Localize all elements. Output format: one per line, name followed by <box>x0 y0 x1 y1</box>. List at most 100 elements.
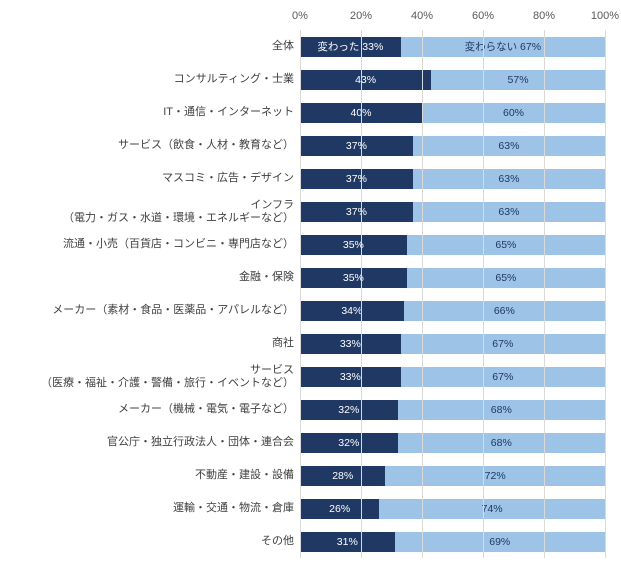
bar-segment-unchanged: 68% <box>398 433 605 453</box>
bar-value-label: 68% <box>491 404 512 416</box>
bar-value-label: 32% <box>338 437 359 449</box>
chart-row: IT・通信・インターネット40%60% <box>10 96 611 129</box>
chart-row: メーカー（機械・電気・電子など） 32% 68% <box>10 393 611 426</box>
bar-value-label: 32% <box>338 404 359 416</box>
axis-tick-label: 100% <box>591 10 619 22</box>
bar-track: 32% 68% <box>300 400 605 420</box>
category-label-line: 全体 <box>10 40 294 53</box>
category-label-line: 不動産・建設・設備 <box>10 469 294 482</box>
bar-value-label: 34% <box>341 305 362 317</box>
gridline <box>605 30 606 558</box>
axis-tick-label: 0% <box>292 10 308 22</box>
category-label: サービス（医療・福祉・介護・警備・旅行・イベントなど） <box>10 364 300 389</box>
chart-row: 不動産・建設・設備 28% 72% <box>10 459 611 492</box>
bar-segment-unchanged: 63% <box>413 202 605 222</box>
bar-value-label: 37% <box>346 173 367 185</box>
category-label: 流通・小売（百貨店・コンビニ・専門店など） <box>10 238 300 251</box>
bar-segment-unchanged: 67% <box>401 334 605 354</box>
category-label: 不動産・建設・設備 <box>10 469 300 482</box>
category-label-line: 商社 <box>10 337 294 350</box>
category-label: 全体 <box>10 40 300 53</box>
bar-segment-unchanged: 57% <box>431 70 605 90</box>
category-label: サービス（飲食・人材・教育など） <box>10 139 300 152</box>
bar-track: 31% 69% <box>300 532 605 552</box>
bar-segment-changed: 37% <box>300 169 413 189</box>
bar-track: 変わった 33% 変わらない 67% <box>300 37 605 57</box>
category-label: 運輸・交通・物流・倉庫 <box>10 502 300 515</box>
bar-segment-changed: 43% <box>300 70 431 90</box>
bar-segment-changed: 33% <box>300 367 401 387</box>
bar-value-label: 37% <box>346 140 367 152</box>
bar-track: 34% 66% <box>300 301 605 321</box>
chart-row: 官公庁・独立行政法人・団体・連合会 32% 68% <box>10 426 611 459</box>
category-label: メーカー（機械・電気・電子など） <box>10 403 300 416</box>
bar-segment-changed: 変わった 33% <box>300 37 401 57</box>
bar-track: 28% 72% <box>300 466 605 486</box>
bar-track: 33% 67% <box>300 334 605 354</box>
bar-value-label: 65% <box>495 272 516 284</box>
bar-segment-unchanged: 変わらない 67% <box>401 37 605 57</box>
axis-tick-label: 80% <box>533 10 555 22</box>
bar-segment-changed: 26% <box>300 499 379 519</box>
chart-rows: 全体 変わった 33% 変わらない 67% コンサルティング・士業 43% 57% IT・通… <box>10 30 611 558</box>
bar-value-label: 37% <box>346 206 367 218</box>
bar-segment-changed: 33% <box>300 334 401 354</box>
axis-tick-label: 40% <box>411 10 433 22</box>
x-axis: 0%20%40%60%80%100% <box>300 10 605 30</box>
bar-value-label: 67% <box>492 338 513 350</box>
bar-track: 35%65% <box>300 235 605 255</box>
gridline <box>300 30 301 558</box>
bar-value-label: 43% <box>355 74 376 86</box>
category-label: IT・通信・インターネット <box>10 106 300 119</box>
chart-row: 商社 33% 67% <box>10 327 611 360</box>
category-label: インフラ（電力・ガス・水道・環境・エネルギーなど） <box>10 199 300 224</box>
category-label-line: （電力・ガス・水道・環境・エネルギーなど） <box>10 212 294 225</box>
bar-value-label: 63% <box>498 140 519 152</box>
bar-value-label: 74% <box>482 503 503 515</box>
chart-row: コンサルティング・士業 43% 57% <box>10 63 611 96</box>
bar-track: 35%65% <box>300 268 605 288</box>
category-label-line: メーカー（素材・食品・医薬品・アパレルなど） <box>10 304 294 317</box>
gridline <box>361 30 362 558</box>
bar-value-label: 69% <box>489 536 510 548</box>
gridline <box>422 30 423 558</box>
bar-segment-unchanged: 69% <box>395 532 605 552</box>
bar-segment-unchanged: 67% <box>401 367 605 387</box>
bar-value-label: 変わらない 67% <box>465 39 541 54</box>
bar-track: 26% 74% <box>300 499 605 519</box>
bar-value-label: 31% <box>337 536 358 548</box>
category-label-line: コンサルティング・士業 <box>10 73 294 86</box>
category-label-line: 金融・保険 <box>10 271 294 284</box>
chart-row: サービス（医療・福祉・介護・警備・旅行・イベントなど）33% 67% <box>10 360 611 393</box>
category-label: 官公庁・独立行政法人・団体・連合会 <box>10 436 300 449</box>
chart-row: マスコミ・広告・デザイン 37% 63% <box>10 162 611 195</box>
bar-value-label: 57% <box>508 74 529 86</box>
bar-segment-unchanged: 72% <box>385 466 605 486</box>
chart-row: 全体 変わった 33% 変わらない 67% <box>10 30 611 63</box>
chart-row: メーカー（素材・食品・医薬品・アパレルなど） 34% 66% <box>10 294 611 327</box>
category-label-line: サービス <box>10 364 294 377</box>
category-label-line: 官公庁・独立行政法人・団体・連合会 <box>10 436 294 449</box>
bar-track: 37% 63% <box>300 169 605 189</box>
gridline <box>544 30 545 558</box>
bar-segment-unchanged: 65% <box>407 235 605 255</box>
category-label-line: その他 <box>10 535 294 548</box>
category-label: コンサルティング・士業 <box>10 73 300 86</box>
bar-segment-changed: 37% <box>300 136 413 156</box>
bar-value-label: 28% <box>332 470 353 482</box>
category-label-line: マスコミ・広告・デザイン <box>10 172 294 185</box>
bar-value-label: 68% <box>491 437 512 449</box>
bar-track: 37% 63% <box>300 136 605 156</box>
category-label: 金融・保険 <box>10 271 300 284</box>
axis-tick-label: 20% <box>350 10 372 22</box>
category-label-line: サービス（飲食・人材・教育など） <box>10 139 294 152</box>
bar-segment-changed: 28% <box>300 466 385 486</box>
bar-segment-changed: 31% <box>300 532 395 552</box>
bar-value-label: 変わった 33% <box>317 39 383 54</box>
bar-value-label: 66% <box>494 305 515 317</box>
gridline <box>483 30 484 558</box>
bar-segment-unchanged: 63% <box>413 136 605 156</box>
bar-value-label: 63% <box>498 206 519 218</box>
bar-value-label: 67% <box>492 371 513 383</box>
bar-segment-unchanged: 63% <box>413 169 605 189</box>
